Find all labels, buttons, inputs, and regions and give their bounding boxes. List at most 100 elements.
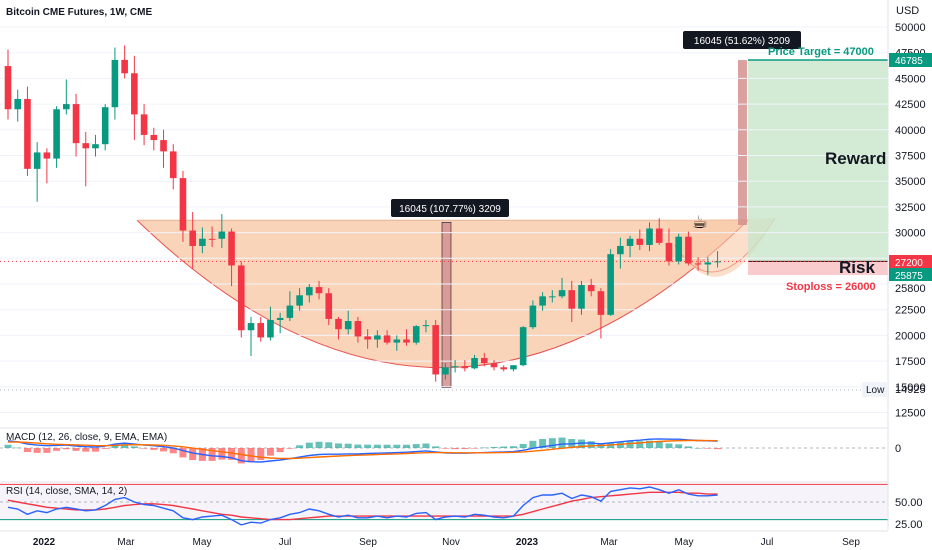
macd-histogram-bar bbox=[548, 438, 556, 448]
measure-tooltip-left: 16045 (107.77%) 3209 bbox=[391, 199, 509, 217]
macd-histogram-bar bbox=[704, 448, 712, 449]
candle-body bbox=[82, 143, 90, 149]
macd-histogram-bar bbox=[305, 442, 313, 448]
macd-histogram-bar bbox=[441, 448, 449, 449]
candle-body bbox=[432, 325, 439, 375]
candle-body bbox=[63, 104, 70, 110]
macd-histogram-bar bbox=[266, 448, 274, 456]
candle-body bbox=[704, 262, 712, 265]
candle-body bbox=[267, 319, 274, 338]
macd-histogram-bar bbox=[228, 448, 236, 460]
macd-histogram-bar bbox=[334, 443, 342, 448]
low-label: Low bbox=[866, 385, 885, 396]
macd-histogram-bar bbox=[189, 448, 197, 461]
candle-body bbox=[665, 242, 673, 262]
candle-body bbox=[422, 325, 430, 327]
price-axis-tick: 42500 bbox=[895, 99, 926, 111]
candle-body bbox=[451, 366, 459, 368]
price-target-label: Price Target = 47000 bbox=[768, 46, 874, 58]
macd-histogram-bar bbox=[286, 448, 294, 449]
macd-histogram-bar bbox=[519, 443, 527, 448]
time-axis: 2022 Mar May Jul Sep Nov 2023 Mar May Jul Sep bbox=[0, 530, 888, 548]
macd-histogram-bar bbox=[665, 443, 673, 448]
candle-body bbox=[228, 231, 235, 266]
macd-histogram-bar bbox=[587, 441, 595, 448]
macd-histogram-bar bbox=[325, 442, 333, 448]
candle-body bbox=[685, 236, 692, 264]
macd-histogram-bar bbox=[646, 440, 654, 448]
macd-histogram-bar bbox=[480, 447, 488, 449]
macd-histogram-bar bbox=[364, 444, 372, 448]
macd-histogram-bar bbox=[509, 446, 517, 448]
price-axis-tick: 45000 bbox=[895, 73, 926, 85]
macd-histogram-bar bbox=[43, 448, 51, 453]
candle-body bbox=[549, 296, 556, 298]
candle-body bbox=[364, 336, 371, 340]
macd-histogram-bar bbox=[62, 448, 70, 450]
macd-histogram-bar bbox=[315, 441, 323, 448]
current-price-value: 27200 bbox=[895, 258, 923, 269]
low-price-tag: Low 14925 bbox=[862, 382, 926, 397]
time-axis-label: Mar bbox=[600, 537, 618, 548]
macd-histogram-bar bbox=[72, 448, 80, 451]
rsi-line bbox=[7, 486, 718, 526]
time-axis-label: Mar bbox=[117, 537, 135, 548]
candle-body bbox=[383, 335, 391, 343]
macd-histogram-bar bbox=[218, 448, 226, 460]
coffee-cup-icon: ☕ bbox=[692, 212, 708, 233]
candle-body bbox=[14, 98, 22, 110]
macd-histogram-bar bbox=[636, 441, 644, 448]
candle-body bbox=[43, 152, 51, 159]
macd-histogram-bar bbox=[237, 448, 245, 464]
candle-body bbox=[607, 254, 614, 315]
macd-histogram-bar bbox=[432, 446, 440, 448]
price-axis-tick: 32500 bbox=[895, 202, 926, 214]
macd-histogram-bar bbox=[101, 448, 109, 449]
price-axis-tick: 12500 bbox=[895, 408, 926, 420]
macd-histogram-bar bbox=[257, 448, 265, 461]
stop-price-value: 25800 bbox=[895, 283, 926, 295]
candle-body bbox=[121, 59, 128, 74]
macd-histogram-bar bbox=[4, 444, 12, 448]
price-axis-tick: 50000 bbox=[895, 22, 926, 34]
candle-body bbox=[490, 363, 498, 368]
macd-histogram-bar bbox=[403, 444, 411, 448]
rsi-ma-line bbox=[7, 491, 718, 521]
price-axis-tick: 35000 bbox=[895, 176, 926, 188]
macd-histogram-bar bbox=[130, 446, 138, 448]
candle-body bbox=[471, 358, 478, 369]
macd-histogram-bar bbox=[694, 448, 702, 449]
candle-body bbox=[179, 178, 187, 231]
rsi-25-label: 25.00 bbox=[895, 519, 923, 531]
macd-histogram-bar bbox=[461, 448, 469, 449]
macd-histogram-bar bbox=[344, 443, 352, 448]
candle-body bbox=[578, 285, 585, 309]
macd-pane bbox=[0, 427, 888, 464]
stop-price-tag: 25800 bbox=[889, 281, 932, 295]
candle-body bbox=[558, 290, 566, 297]
stoploss-label: Stoploss = 26000 bbox=[786, 281, 876, 293]
macd-histogram-bar bbox=[500, 446, 508, 448]
time-axis-label: Jul bbox=[761, 537, 774, 548]
time-axis-label: 2023 bbox=[516, 537, 539, 548]
macd-histogram-bar bbox=[451, 448, 459, 450]
candle-body bbox=[160, 140, 167, 152]
macd-histogram-bar bbox=[33, 448, 41, 453]
candle-body bbox=[4, 66, 12, 110]
risk-label: Risk bbox=[839, 258, 875, 277]
low-value: 14925 bbox=[895, 384, 926, 396]
candle-body bbox=[597, 291, 605, 315]
candle-body bbox=[403, 339, 410, 343]
candle-body bbox=[675, 236, 682, 262]
price-axis-tick: 15000 bbox=[895, 382, 926, 394]
macd-histogram-bar bbox=[276, 448, 284, 453]
candle-body bbox=[189, 230, 196, 246]
macd-histogram-bar bbox=[91, 448, 99, 452]
reward-box bbox=[748, 60, 888, 262]
candle-body bbox=[92, 144, 99, 149]
macd-histogram-bar bbox=[111, 444, 119, 448]
risk-reward-layer bbox=[441, 59, 888, 388]
macd-histogram-bar bbox=[393, 444, 401, 448]
macd-histogram-bar bbox=[208, 448, 216, 461]
